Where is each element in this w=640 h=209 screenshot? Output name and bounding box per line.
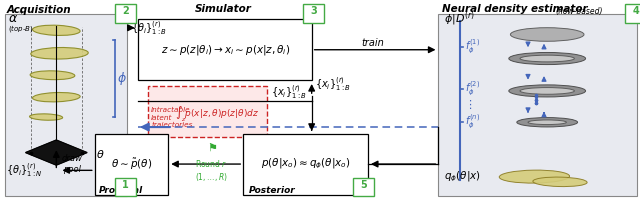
- Bar: [115, 4, 136, 23]
- Text: Round $r$
$(1,\ldots,R)$: Round $r$ $(1,\ldots,R)$: [195, 158, 228, 183]
- Text: ⚑: ⚑: [207, 142, 218, 152]
- Ellipse shape: [517, 117, 578, 127]
- Text: $\alpha^*$: $\alpha^*$: [8, 9, 25, 26]
- Text: 5: 5: [360, 180, 367, 190]
- Polygon shape: [26, 140, 87, 165]
- Text: train: train: [361, 38, 384, 48]
- Text: $\int_z p(x|z,\theta)p(z|\theta)dz$: $\int_z p(x|z,\theta)p(z|\theta)dz$: [175, 104, 260, 123]
- Text: $\phi$: $\phi$: [117, 70, 127, 87]
- Text: $\{\theta_i\}^{(r)}_{1:B}$: $\{\theta_i\}^{(r)}_{1:B}$: [131, 19, 167, 37]
- Text: Acquisition: Acquisition: [6, 5, 71, 15]
- Ellipse shape: [31, 47, 88, 59]
- Text: $f^{(2)}_\phi$: $f^{(2)}_\phi$: [465, 80, 481, 98]
- Text: $p(\theta|x_o) \approx q_\phi(\theta|x_o)$: $p(\theta|x_o) \approx q_\phi(\theta|x_o…: [261, 157, 351, 171]
- Text: $\{x_i\}^{(r)}_{1:B}$: $\{x_i\}^{(r)}_{1:B}$: [271, 83, 307, 101]
- Text: $(top$-$B)$: $(top$-$B)$: [8, 23, 34, 34]
- Bar: [303, 4, 324, 23]
- Text: 2: 2: [122, 6, 129, 17]
- Ellipse shape: [511, 28, 584, 41]
- Bar: [353, 178, 374, 196]
- Ellipse shape: [33, 25, 80, 36]
- Bar: [438, 14, 637, 196]
- Text: 4: 4: [632, 6, 639, 17]
- Ellipse shape: [509, 85, 586, 97]
- Bar: [5, 14, 127, 196]
- Text: draw
pool: draw pool: [61, 154, 82, 174]
- Text: 1: 1: [122, 180, 129, 190]
- Ellipse shape: [520, 88, 575, 94]
- Text: $\{x_i\}^{(r)}_{1:B}$: $\{x_i\}^{(r)}_{1:B}$: [315, 75, 351, 93]
- Bar: [625, 4, 640, 23]
- Ellipse shape: [499, 170, 570, 183]
- Text: $\theta \sim \tilde{p}(\theta)$: $\theta \sim \tilde{p}(\theta)$: [111, 157, 152, 172]
- Text: Intractable
latent
trajectories: Intractable latent trajectories: [151, 107, 193, 128]
- Text: $\vdots$: $\vdots$: [464, 98, 472, 111]
- Text: $q_\phi(\theta|x)$: $q_\phi(\theta|x)$: [444, 169, 481, 184]
- Ellipse shape: [33, 93, 80, 102]
- Ellipse shape: [533, 177, 587, 187]
- Text: (flow-based): (flow-based): [556, 7, 603, 16]
- Ellipse shape: [30, 71, 75, 80]
- Bar: [95, 134, 168, 195]
- Text: $z \sim p(z|\theta_i) \rightarrow x_i \sim p(x|z,\theta_i)$: $z \sim p(z|\theta_i) \rightarrow x_i \s…: [161, 43, 290, 57]
- Bar: [138, 19, 312, 80]
- Text: Simulator: Simulator: [195, 4, 252, 14]
- Ellipse shape: [520, 55, 575, 62]
- Ellipse shape: [528, 120, 566, 125]
- Text: 3: 3: [310, 6, 317, 17]
- Text: $\{\theta_i\}^{(r)}_{1:N}$: $\{\theta_i\}^{(r)}_{1:N}$: [6, 161, 44, 179]
- Bar: [115, 178, 136, 196]
- Bar: [148, 86, 267, 137]
- Text: $f^{(1)}_\phi$: $f^{(1)}_\phi$: [465, 38, 481, 56]
- Text: Posterior: Posterior: [248, 186, 295, 195]
- Text: $\theta$: $\theta$: [96, 148, 104, 160]
- Ellipse shape: [509, 52, 586, 65]
- Ellipse shape: [29, 114, 63, 120]
- Text: $\phi|D^{(r)}$: $\phi|D^{(r)}$: [444, 10, 474, 28]
- Text: Neural density estimator: Neural density estimator: [442, 4, 588, 14]
- Text: Proposal: Proposal: [99, 186, 143, 195]
- Text: $f^{(n)}_\phi$: $f^{(n)}_\phi$: [465, 113, 481, 131]
- Bar: [243, 134, 368, 195]
